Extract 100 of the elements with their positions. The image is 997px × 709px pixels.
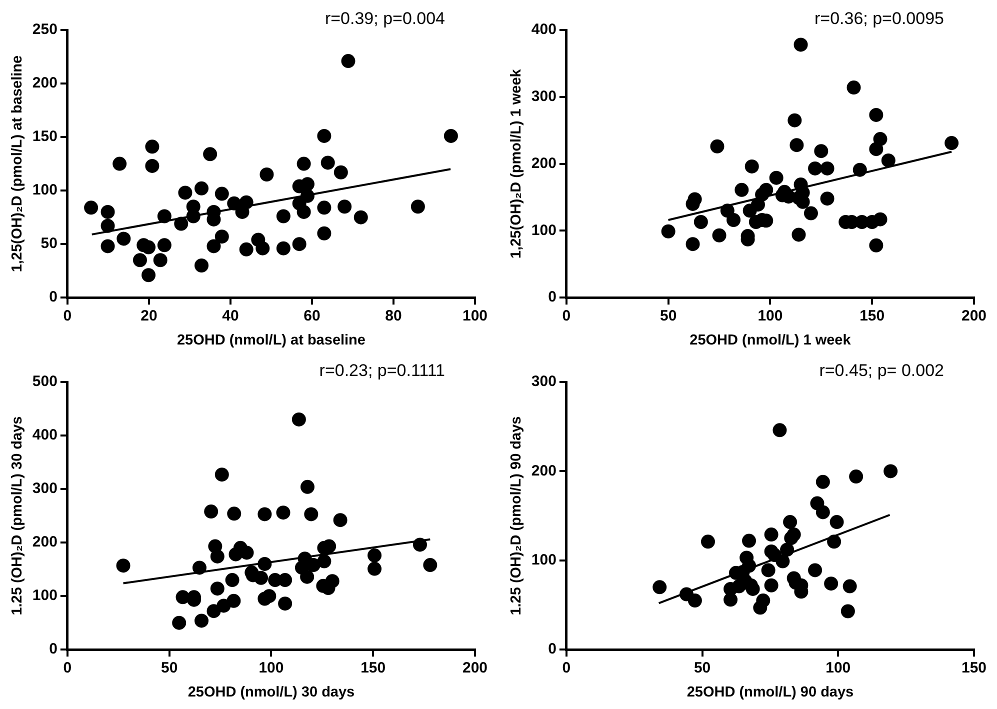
point [317, 200, 332, 215]
point [317, 128, 332, 143]
point [790, 138, 804, 152]
point [172, 616, 186, 630]
point [816, 505, 830, 520]
point [194, 181, 209, 196]
point [816, 474, 830, 489]
point [254, 570, 268, 585]
point [214, 186, 229, 201]
x-tick-label: 50 [694, 660, 711, 677]
point [100, 239, 115, 254]
point [444, 128, 458, 143]
point [742, 534, 756, 548]
point [808, 161, 822, 176]
point [884, 464, 898, 478]
point [334, 165, 348, 180]
point [761, 563, 776, 578]
point [869, 108, 884, 122]
point [842, 579, 857, 594]
point [300, 177, 314, 192]
y-tick-label: 100 [32, 587, 58, 604]
point [292, 412, 306, 426]
point [153, 253, 168, 268]
point [830, 515, 844, 530]
x-tick-label: 150 [961, 660, 987, 677]
point [734, 182, 749, 197]
point [292, 237, 306, 252]
point [881, 153, 896, 168]
point [772, 423, 787, 438]
point [214, 230, 229, 244]
y-tick-label: 100 [531, 552, 556, 569]
x-tick-label: 20 [140, 308, 158, 325]
point [759, 182, 774, 197]
point [306, 558, 320, 572]
point [178, 186, 192, 200]
x-tick-label: 0 [63, 660, 72, 677]
y-tick-label: 100 [531, 222, 556, 239]
point [783, 515, 798, 530]
x-tick-label: 150 [860, 308, 885, 325]
point [849, 470, 864, 484]
point [710, 139, 724, 154]
point [206, 239, 221, 254]
point [194, 614, 209, 628]
y-axis-title: 1,25(OH)₂D (pmol/L) 1 week [508, 68, 525, 258]
point [824, 576, 838, 591]
point [764, 528, 778, 542]
point [142, 268, 156, 282]
point [788, 113, 802, 128]
x-tick-label: 100 [462, 308, 488, 325]
point [240, 546, 254, 560]
point [726, 212, 741, 227]
point [300, 480, 314, 494]
point [794, 38, 808, 52]
point [756, 594, 770, 608]
x-axis-title: 25OHD (nmol/L) 90 days [686, 684, 854, 700]
point [239, 242, 254, 256]
y-tick-label: 200 [32, 74, 58, 92]
point [712, 228, 726, 242]
y-tick-label: 50 [40, 235, 58, 252]
text: r=0.45; p= 0.002 [819, 361, 944, 380]
text: r=0.36; p=0.0095 [814, 9, 944, 28]
point [206, 604, 221, 618]
y-tick-label: 150 [32, 128, 58, 146]
point [769, 170, 784, 185]
point [700, 534, 715, 549]
x-tick-label: 50 [660, 308, 677, 325]
x-tick-label: 0 [562, 660, 571, 677]
y-tick-label: 300 [531, 373, 556, 390]
point [320, 156, 335, 170]
point [808, 563, 822, 578]
y-tick-label: 200 [531, 462, 556, 480]
y-tick-label: 300 [32, 480, 58, 498]
y-axis-title: 1.25 (OH)₂D (pmol/L) 30 days [10, 416, 26, 616]
point [214, 468, 229, 482]
point [112, 156, 127, 171]
point [260, 168, 274, 182]
point [333, 513, 348, 528]
point [341, 54, 356, 68]
point [262, 589, 276, 604]
x-tick-label: 0 [63, 308, 72, 325]
point [226, 594, 241, 608]
point [256, 241, 270, 256]
x-tick-label: 150 [360, 660, 386, 677]
y-tick-label: 250 [32, 21, 58, 38]
x-tick-label: 200 [961, 308, 987, 325]
x-axis-title: 25OHD (nmol/L) 1 week [690, 332, 852, 348]
point [338, 200, 352, 214]
point [746, 582, 760, 596]
point [944, 136, 959, 150]
point [227, 506, 242, 521]
x-tick-label: 200 [462, 660, 488, 677]
y-axis-title: 1,25(OH)₂D (pmol/L) at baseline [10, 55, 26, 272]
y-tick-label: 200 [32, 534, 58, 551]
x-tick-label: 100 [826, 660, 851, 677]
y-tick-label: 400 [32, 426, 58, 444]
x-tick-label: 80 [385, 308, 402, 325]
y-axis-title: 1.25 (OH)₂D (pmol/L) 90 days [508, 416, 525, 616]
point [814, 144, 828, 158]
y-tick-label: 100 [32, 182, 58, 199]
point [368, 562, 382, 576]
